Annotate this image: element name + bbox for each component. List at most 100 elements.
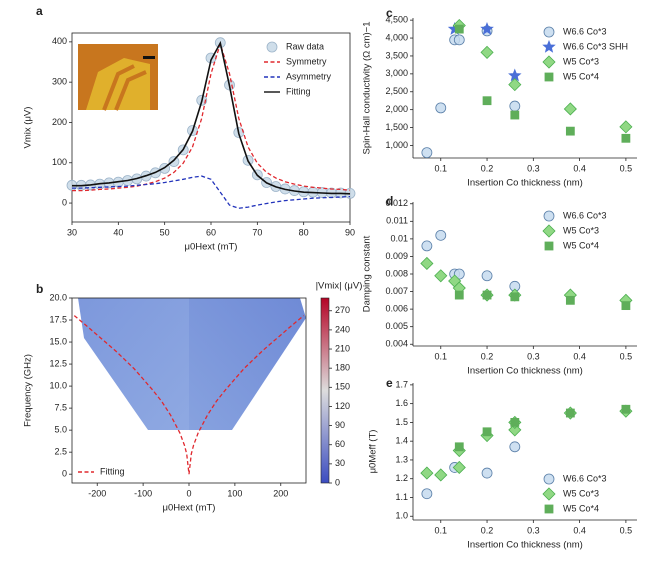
x-axis-label: μ0Hext (mT) [163,503,216,514]
colorbar-tick-label: 30 [335,458,345,468]
legend-label: Asymmetry [286,71,332,81]
colorbar-tick-label: 60 [335,439,345,449]
y-tick-label: 1.4 [395,436,408,446]
data-point [453,268,465,280]
y-tick-label: 12.5 [49,358,67,368]
colorbar-tick-label: 120 [335,401,350,411]
data-point [510,418,520,427]
y-tick-label: 1.3 [395,454,408,464]
y-tick-label: 0.012 [385,198,408,208]
x-tick-label: 0.1 [435,351,448,361]
legend-label: Raw data [286,41,324,51]
y-tick-label: 20.0 [49,292,67,302]
y-tick-label: 15.0 [49,336,67,346]
x-axis-label: Insertion Co thickness (nm) [467,540,583,551]
data-point [454,442,464,452]
y-tick-label: 1.7 [395,379,408,389]
x-tick-label: 0.3 [527,351,540,361]
y-axis-label: Damping constant [362,235,373,312]
x-tick-label: 0.2 [481,163,494,173]
data-point [482,96,492,106]
x-tick-label: 0.1 [435,163,448,173]
y-axis-label: Frequency (GHz) [23,354,34,427]
legend-label: W5 Co*4 [563,71,599,81]
legend-swatch [544,504,554,514]
y-axis-label: Spin-Hall conductivity (Ω cm)−1 [362,21,373,154]
legend-swatch [543,26,555,38]
legend-label: W5 Co*3 [563,488,599,498]
y-tick-label: 10.0 [49,380,67,390]
data-point [453,34,465,46]
y-tick-label: 1.0 [395,511,408,521]
y-tick-label: 1.5 [395,417,408,427]
legend-label: W5 Co*4 [563,503,599,513]
y-tick-label: 0.009 [385,251,408,261]
y-tick-label: 17.5 [49,314,67,324]
x-axis-label: Insertion Co thickness (nm) [467,366,583,377]
data-point [481,270,493,282]
y-tick-label: 0 [62,469,67,479]
y-tick-label: 1,500 [385,122,408,132]
x-tick-label: 0.5 [620,351,633,361]
legend-swatch [542,55,556,69]
x-tick-label: 30 [67,227,77,237]
data-point [480,45,494,59]
x-tick-label: 40 [113,227,123,237]
x-tick-label: 90 [345,227,355,237]
colorbar-tick-label: 210 [335,343,350,353]
legend-swatch [544,241,554,251]
series-line [73,315,305,475]
data-point [510,292,520,302]
x-tick-label: 70 [252,227,262,237]
y-tick-label: 4,500 [385,15,408,25]
x-axis-label: μ0Hext (mT) [185,242,238,253]
data-point [454,24,464,34]
data-point [482,290,492,300]
panel-label: a [36,4,43,18]
series-line [72,175,351,209]
legend-swatch [544,72,554,82]
legend-label: W5 Co*4 [563,240,599,250]
legend-swatch [542,39,556,53]
x-axis-label: Insertion Co thickness (nm) [467,178,583,189]
y-tick-label: 2,500 [385,86,408,96]
legend-label: W6.6 Co*3 [563,26,607,36]
y-tick-label: 0.006 [385,303,408,313]
data-point [563,102,577,116]
data-point [621,133,631,143]
x-tick-label: 0 [186,488,191,498]
colorbar [320,297,330,484]
x-tick-label: -100 [134,488,152,498]
colorbar-tick-label: 270 [335,305,350,315]
y-tick-label: 0.004 [385,339,408,349]
legend-label: Fitting [286,86,311,96]
panel-label: e [386,376,393,390]
x-tick-label: 0.4 [573,525,586,535]
data-point [454,290,464,300]
y-axis-label: Vmix (μV) [23,107,34,149]
colorbar-tick-label: 150 [335,382,350,392]
x-tick-label: 80 [299,227,309,237]
data-point [420,466,434,480]
data-point [621,404,631,414]
legend-swatch [543,210,555,222]
data-point [565,295,575,305]
data-point [421,147,433,159]
x-tick-label: 0.3 [527,525,540,535]
data-point [565,408,575,418]
y-tick-label: 200 [52,117,67,127]
legend-label: Fitting [100,466,125,476]
y-tick-label: 0.005 [385,321,408,331]
y-tick-label: 1.1 [395,492,408,502]
data-point [482,427,492,437]
data-point [565,126,575,136]
colorbar-tick-label: 0 [335,477,340,487]
y-tick-label: 0.011 [386,216,408,226]
data-point [481,467,493,479]
y-tick-label: 1.6 [395,398,408,408]
data-point [509,441,521,453]
y-tick-label: 3,000 [385,68,408,78]
y-tick-label: 1.2 [395,473,408,483]
panel-label: b [36,282,43,296]
legend-swatch [266,41,278,53]
